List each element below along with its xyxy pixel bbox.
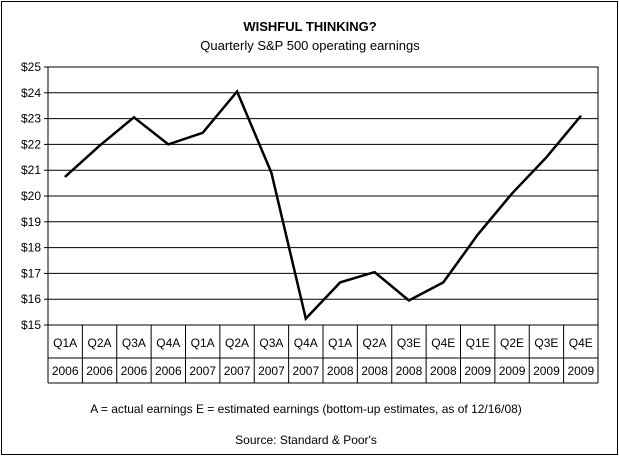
x-tick-label-year: 2008 <box>430 364 457 378</box>
data-point <box>476 233 479 236</box>
x-tick-label-year: 2006 <box>52 364 79 378</box>
y-tick-label: $23 <box>21 112 41 126</box>
data-point <box>442 281 445 284</box>
x-tick-label-quarter: Q3E <box>534 336 558 350</box>
x-tick-label-year: 2006 <box>155 364 182 378</box>
x-tick-label-year: 2009 <box>567 364 594 378</box>
x-tick-label-quarter: Q1E <box>466 336 490 350</box>
footnote: A = actual earnings E = estimated earnin… <box>90 402 522 416</box>
x-tick-label-quarter: Q1A <box>53 336 77 350</box>
data-point <box>339 281 341 284</box>
x-tick-label-quarter: Q4E <box>569 336 593 350</box>
y-tick-label: $24 <box>21 86 41 100</box>
x-tick-label-quarter: Q4A <box>294 336 318 350</box>
y-tick-label: $19 <box>21 215 41 229</box>
data-point <box>408 299 410 302</box>
x-tick-label-quarter: Q4E <box>431 336 455 350</box>
x-tick-label-quarter: Q2A <box>225 336 249 350</box>
data-point <box>270 171 273 174</box>
data-point <box>373 271 376 273</box>
y-tick-label: $20 <box>21 189 41 203</box>
x-tick-label-year: 2006 <box>86 364 113 378</box>
y-tick-label: $16 <box>21 292 41 306</box>
x-tick-label-quarter: Q2A <box>88 336 112 350</box>
x-tick-label-year: 2008 <box>396 364 423 378</box>
y-axis-ticks: $15 $16 $17 $18 $19 $20 $21 $22 $23 $24 $25 <box>21 60 48 332</box>
source-note: Source: Standard & Poor's <box>235 433 377 447</box>
data-point <box>545 156 548 159</box>
data-point <box>305 317 307 320</box>
x-tick-label-year: 2007 <box>258 364 285 378</box>
y-tick-label: $25 <box>21 60 41 74</box>
data-point <box>64 175 66 178</box>
series-earnings <box>64 89 582 322</box>
x-tick-label-year: 2007 <box>189 364 216 378</box>
data-point <box>580 115 582 117</box>
y-tick-label: $22 <box>21 137 41 151</box>
chart-title: WISHFUL THINKING? <box>243 19 376 34</box>
x-tick-label-quarter: Q1A <box>191 336 215 350</box>
y-tick-label: $15 <box>21 318 41 332</box>
series-line <box>64 89 582 322</box>
x-tick-label-year: 2008 <box>361 364 388 378</box>
x-tick-label-quarter: Q2A <box>363 336 387 350</box>
y-tick-label: $17 <box>21 266 41 280</box>
x-tick-label-year: 2009 <box>499 364 526 378</box>
x-tick-label-quarter: Q4A <box>156 336 180 350</box>
data-point <box>511 192 513 195</box>
data-point <box>167 143 170 146</box>
data-point <box>98 144 101 147</box>
category-table: Q1A Q2A Q3A Q4A Q1A Q2A Q3A Q4A Q1A Q2A Q3E Q4E Q1E Q… <box>47 325 599 384</box>
x-tick-label-quarter: Q1A <box>328 336 352 350</box>
y-tick-label: $21 <box>21 163 41 177</box>
data-point <box>201 131 204 134</box>
y-tick-label: $18 <box>21 241 41 255</box>
x-tick-label-year: 2008 <box>327 364 354 378</box>
x-tick-label-quarter: Q3A <box>122 336 146 350</box>
x-tick-label-quarter: Q3A <box>259 336 283 350</box>
data-point <box>133 116 135 119</box>
chart-subtitle: Quarterly S&P 500 operating earnings <box>200 38 420 53</box>
x-tick-label-year: 2007 <box>224 364 251 378</box>
x-tick-label-year: 2007 <box>292 364 319 378</box>
x-tick-label-year: 2006 <box>121 364 148 378</box>
x-tick-label-quarter: Q3E <box>397 336 421 350</box>
data-point <box>236 90 238 93</box>
x-tick-label-year: 2009 <box>533 364 560 378</box>
x-tick-label-year: 2009 <box>464 364 491 378</box>
x-tick-label-quarter: Q2E <box>500 336 524 350</box>
